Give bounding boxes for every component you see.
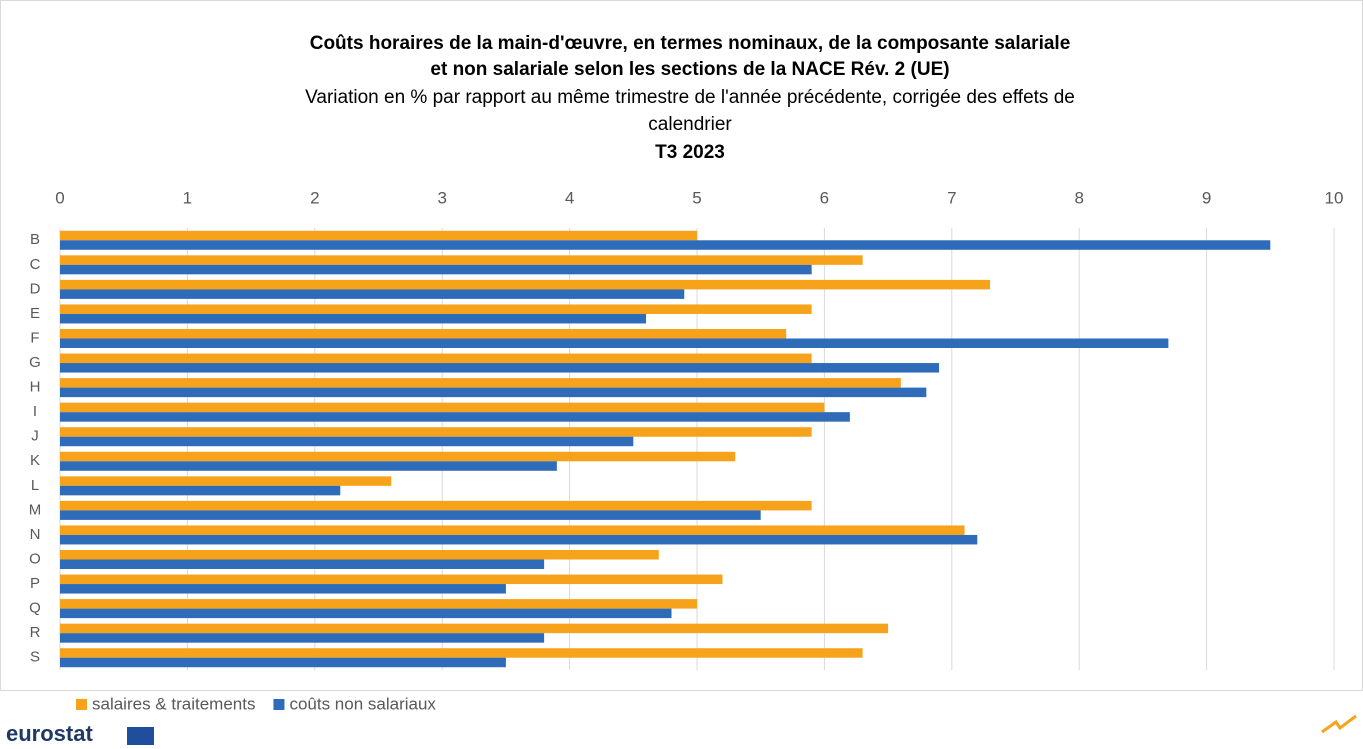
bar	[60, 525, 965, 535]
x-tick-label: 1	[183, 188, 192, 207]
x-tick-label: 8	[1074, 188, 1083, 207]
bar	[60, 436, 634, 447]
bar	[60, 387, 927, 398]
bar	[60, 378, 901, 388]
bar	[60, 633, 545, 643]
chart-subtitle: Variation en % par rapport au même trime…	[305, 87, 1075, 108]
bar	[60, 534, 978, 545]
y-tick-label: O	[29, 550, 41, 567]
bar	[60, 279, 991, 290]
chart-title: Coûts horaires de la main-d'œuvre, en te…	[310, 33, 1071, 54]
bar	[60, 338, 1169, 348]
y-tick-label: C	[30, 256, 41, 273]
y-tick-label: K	[30, 452, 40, 469]
y-tick-label: J	[31, 428, 39, 445]
y-tick-label: Q	[29, 600, 41, 617]
y-tick-label: N	[30, 526, 41, 543]
bar	[60, 412, 850, 422]
bar	[60, 550, 659, 560]
logo-mark	[1321, 714, 1357, 734]
y-tick-label: R	[30, 624, 41, 641]
bar	[60, 313, 647, 324]
bar	[60, 427, 812, 437]
bar	[60, 584, 506, 594]
bar	[60, 240, 1271, 250]
y-tick-label: H	[30, 379, 41, 396]
bar	[60, 485, 341, 496]
y-tick-label: M	[29, 501, 42, 518]
bar	[60, 500, 812, 511]
x-tick-label: 0	[55, 188, 64, 207]
y-tick-label: E	[30, 305, 40, 322]
x-tick-label: 6	[820, 188, 829, 207]
eu-flag	[127, 727, 154, 745]
legend-swatch	[273, 699, 285, 710]
bar	[60, 255, 863, 265]
bar	[60, 608, 672, 619]
y-tick-label: F	[30, 329, 39, 346]
legend-swatch	[76, 699, 87, 710]
x-tick-label: 4	[565, 188, 574, 207]
bar	[60, 264, 812, 275]
legend-label: coûts non salariaux	[289, 694, 436, 713]
y-tick-label: S	[30, 649, 40, 666]
y-tick-label: G	[29, 354, 41, 371]
x-tick-label: 5	[692, 188, 701, 207]
brand: eurostat	[6, 721, 93, 746]
x-tick-label: 2	[310, 188, 319, 207]
bar	[60, 304, 812, 314]
bar	[60, 657, 506, 668]
bar	[60, 476, 392, 486]
x-tick-label: 7	[947, 188, 956, 207]
x-tick-label: 9	[1202, 188, 1211, 207]
bar	[60, 329, 787, 339]
y-tick-label: D	[30, 280, 41, 297]
y-tick-label: I	[33, 403, 37, 420]
bar	[60, 353, 812, 364]
bar	[60, 599, 697, 609]
bar	[60, 289, 685, 299]
x-tick-label: 3	[437, 188, 446, 207]
bar	[60, 363, 940, 373]
bar	[60, 451, 736, 462]
bar	[60, 510, 761, 520]
legend-label: salaires & traitements	[92, 694, 255, 713]
bar	[60, 402, 825, 413]
chart-subtitle: calendrier	[648, 114, 732, 135]
bar	[60, 623, 889, 634]
bar	[60, 648, 863, 658]
chart-period: T3 2023	[655, 142, 725, 163]
x-tick-label: 10	[1325, 188, 1344, 207]
y-tick-label: L	[31, 477, 39, 494]
bar	[60, 230, 697, 241]
bar	[60, 559, 545, 569]
bar	[60, 461, 557, 471]
y-tick-label: B	[30, 231, 40, 248]
bar	[60, 574, 723, 585]
chart-title: et non salariale selon les sections de l…	[430, 59, 949, 80]
y-tick-label: P	[30, 575, 40, 592]
